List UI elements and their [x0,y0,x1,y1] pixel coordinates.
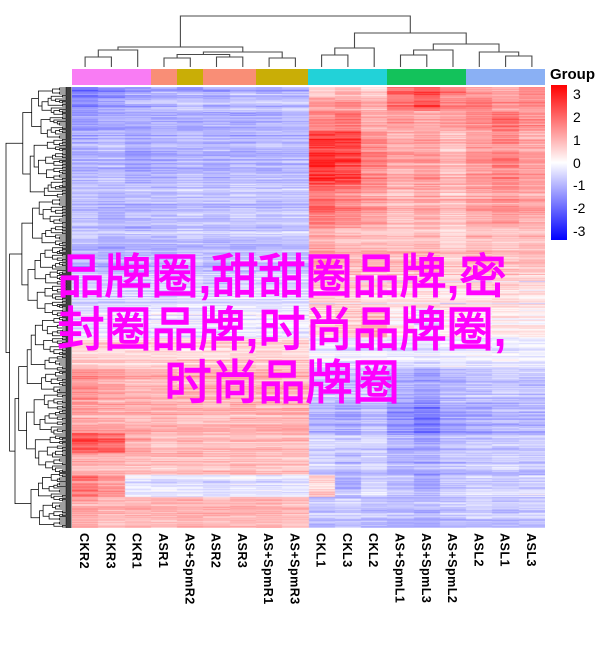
annotation-legend-title: Group [550,66,595,83]
col-label-ckr1: CKR1 [129,533,144,570]
row-dendrogram [5,87,72,528]
col-label-asl3: ASL3 [523,533,538,567]
col-label-asspml2: AS+SpmL2 [445,533,460,604]
annotation-segment [466,69,545,85]
col-label-asspmr1: AS+SpmR1 [261,533,276,605]
color-gradient-bar [551,85,567,240]
annotation-segment [150,69,178,85]
col-label-ckr3: CKR3 [103,533,118,570]
heatmap-canvas [72,87,545,528]
col-label-asspml1: AS+SpmL1 [392,533,407,604]
col-label-asl1: ASL1 [497,533,512,567]
legend-tick: 2 [573,108,581,125]
annotation-segment [387,69,467,85]
column-annotation-bar [72,69,545,85]
col-label-asspmr3: AS+SpmR3 [287,533,302,605]
legend-tick: 0 [573,154,581,171]
overlay-line: 时尚品牌圈 [164,356,400,409]
column-dendrogram [84,15,533,67]
overlay-line: 封圈品牌,时尚品牌圈, [57,303,507,356]
annotation-segment [177,69,204,85]
color-scale-legend: 3 2 1 0 -1 -2 -3 [551,85,600,255]
overlay-line: 品牌圈,甜甜圈品牌,密 [57,250,507,303]
col-label-ckl2: CKL2 [366,533,381,568]
col-label-ckl3: CKL3 [339,533,354,568]
annotation-segment [203,69,256,85]
legend-tick: -3 [573,223,586,239]
legend-tick: -1 [573,177,586,194]
annotation-segment [308,69,388,85]
col-label-asr2: ASR2 [208,533,223,569]
col-label-asr1: ASR1 [155,533,170,569]
legend-tick: -2 [573,200,586,217]
annotation-segment [72,69,151,85]
legend-tick: 3 [573,86,581,102]
annotation-segment [255,69,309,85]
col-label-asl2: ASL2 [471,533,486,567]
col-label-asspmr2: AS+SpmR2 [182,533,197,605]
watermark-overlay-text: 品牌圈,甜甜圈品牌,密 封圈品牌,时尚品牌圈, 时尚品牌圈 [2,250,562,409]
col-label-ckr2: CKR2 [77,533,92,570]
col-label-ckl1: CKL1 [313,533,328,568]
legend-tick: 1 [573,131,581,148]
col-label-asr3: ASR3 [234,533,249,569]
col-label-asspml3: AS+SpmL3 [418,533,433,604]
